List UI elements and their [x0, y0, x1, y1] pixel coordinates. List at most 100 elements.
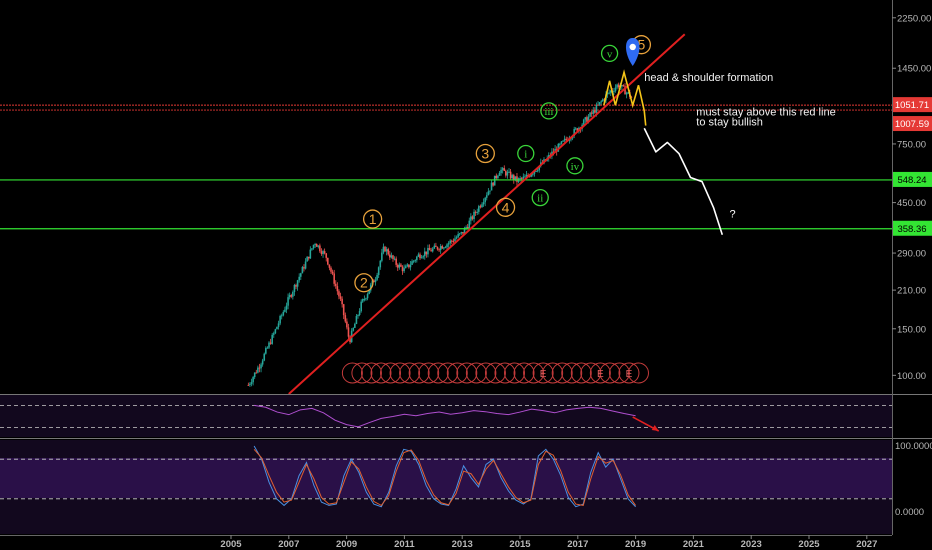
event-marker	[532, 362, 554, 384]
wave-circle-major	[475, 143, 495, 164]
level-price-label: 548.24	[897, 175, 926, 186]
year-tick-label: 2021	[683, 539, 705, 550]
candle-body	[347, 327, 350, 337]
candle-body	[298, 276, 301, 281]
year-tick-label: 2007	[278, 539, 299, 550]
year-tick-label: 2011	[394, 539, 415, 550]
candle-body	[336, 286, 339, 292]
candle-body	[411, 261, 413, 265]
wave-label-minor: iii	[544, 106, 553, 118]
candle-body	[574, 128, 577, 130]
price-tick-label: 450.00	[897, 198, 926, 209]
candle-body	[584, 117, 587, 120]
candle-body	[269, 342, 272, 344]
candle-body	[379, 260, 382, 268]
candle-body	[460, 231, 463, 234]
candle-body	[390, 255, 393, 258]
candle-body	[260, 364, 262, 369]
candle-body	[338, 291, 340, 297]
event-marker	[446, 362, 468, 384]
candle-body	[616, 84, 618, 88]
candle-body	[536, 170, 539, 172]
candle-body	[514, 176, 517, 180]
year-tick-label: 2019	[625, 539, 646, 550]
candle-body	[404, 266, 407, 269]
event-marker	[599, 362, 621, 384]
wave-label-major: 5	[637, 37, 645, 53]
candle-body	[613, 91, 615, 93]
candle-body	[408, 264, 410, 268]
level-price-label: 1051.71	[895, 100, 929, 111]
candle-body	[449, 240, 452, 244]
year-tick-label: 2013	[452, 539, 473, 550]
candle-body	[374, 279, 377, 283]
candle-body	[493, 175, 496, 186]
candle-body	[500, 169, 502, 173]
candle-body	[436, 246, 439, 250]
candle-body	[247, 384, 250, 386]
candle-body	[327, 257, 329, 265]
wave-circle-minor	[540, 102, 558, 120]
candle-body	[266, 347, 269, 349]
stochastic-tick-label: 0.0000	[895, 507, 924, 518]
candle-body	[454, 238, 456, 242]
candle-body	[485, 195, 488, 198]
candle-body	[484, 197, 486, 203]
candle-body	[609, 90, 612, 93]
rsi-arrow-head	[651, 425, 659, 431]
candle-body	[466, 227, 469, 229]
event-marker	[389, 362, 411, 384]
candle-body	[592, 110, 595, 114]
price-tick-label: 100.00	[897, 371, 926, 382]
candle-body	[594, 110, 596, 113]
candle-body	[455, 237, 458, 239]
trendline	[288, 33, 686, 395]
candle-body	[505, 170, 507, 176]
year-tick-label: 2027	[856, 539, 877, 550]
candle-body	[400, 264, 402, 267]
candle-body	[582, 119, 585, 125]
candle-body	[473, 211, 475, 219]
question-mark: ?	[730, 209, 736, 221]
event-marker	[465, 362, 487, 384]
candle-body	[341, 298, 343, 305]
candle-body	[342, 304, 345, 316]
annotations: head & shoulder formation must stay above…	[644, 72, 835, 221]
candle-body	[430, 250, 432, 252]
candle-body	[355, 316, 358, 324]
candle-body	[249, 383, 251, 385]
candle-body	[299, 273, 302, 277]
event-marker	[589, 362, 611, 384]
candle-body	[497, 175, 499, 179]
candle-body	[509, 171, 512, 179]
level-price-tag	[893, 220, 932, 236]
wave-circle-minor	[566, 157, 584, 175]
candle-body	[601, 99, 604, 102]
candle-body	[312, 244, 315, 249]
candle-body	[446, 244, 448, 248]
price-tick-label: 290.00	[897, 249, 926, 260]
wave-label-minor: iv	[571, 161, 580, 173]
candle-body	[352, 327, 355, 331]
annotation-text: to stay bullish	[696, 117, 763, 129]
candle-body	[489, 190, 491, 192]
annotation-text: must stay above this red line	[696, 107, 835, 119]
event-marker	[360, 362, 382, 384]
candle-body	[331, 271, 334, 274]
candle-body	[621, 84, 623, 87]
candle-body	[508, 171, 510, 173]
candle-body	[586, 117, 588, 122]
candle-body	[441, 246, 444, 249]
event-marker	[542, 362, 564, 384]
wave-circle-major	[362, 209, 383, 229]
candle-body	[311, 248, 313, 250]
candle-body	[309, 249, 312, 259]
candle-body	[506, 172, 509, 176]
candle-body	[414, 260, 417, 262]
candle-body	[368, 290, 370, 295]
event-marker	[341, 362, 363, 384]
candle-body	[292, 291, 294, 297]
candle-body	[501, 168, 504, 170]
level-price-label: 358.36	[897, 224, 926, 235]
candle-body	[535, 171, 537, 173]
